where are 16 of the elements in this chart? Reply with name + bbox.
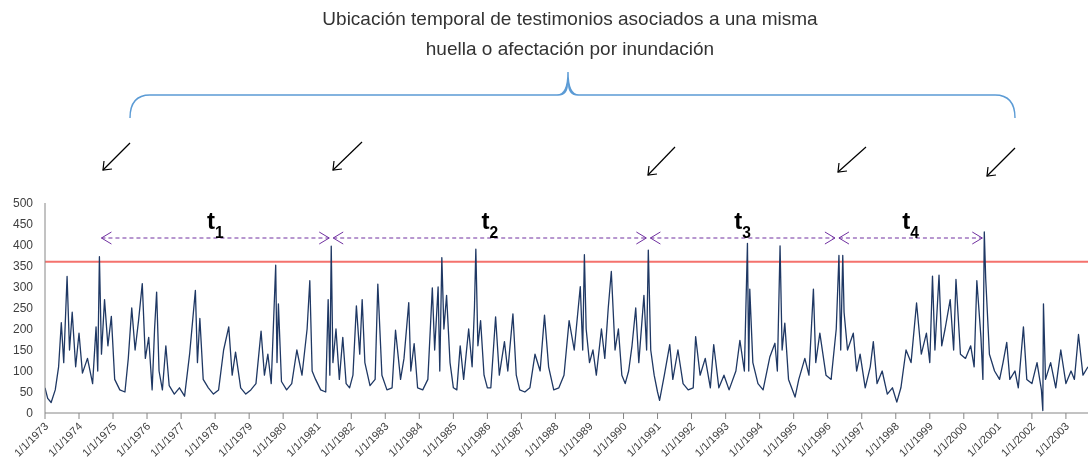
y-tick-label: 350 — [12, 259, 34, 273]
y-tick-label: 100 — [12, 364, 34, 378]
y-tick-label: 400 — [12, 238, 34, 252]
chart-title: Ubicación temporal de testimonios asociados a una misma huella o afectación por inundación — [321, 7, 819, 61]
y-tick-label: 300 — [12, 280, 34, 294]
y-tick-label: 50 — [19, 385, 34, 399]
annotation: t$_{4}$ — [902, 207, 920, 241]
y-tick-label: 250 — [12, 301, 34, 315]
annotation: t$_{1}$ — [206, 207, 224, 241]
y-tick-label: 200 — [12, 322, 34, 336]
y-tick-label: 500 — [12, 196, 34, 210]
y-tick-label: 0 — [26, 406, 34, 420]
y-tick-label: 150 — [12, 343, 34, 357]
annotation: t$_{3}$ — [734, 207, 752, 241]
y-tick-label: 450 — [12, 217, 34, 231]
annotation: t$_{2}$ — [481, 207, 499, 241]
